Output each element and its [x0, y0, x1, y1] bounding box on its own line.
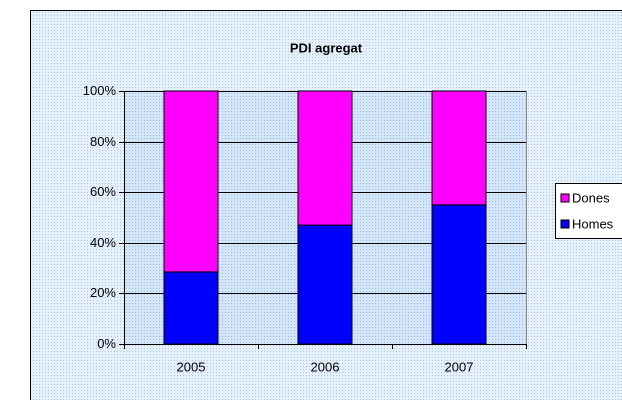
- legend: Dones Homes: [555, 183, 622, 239]
- bar-segment: [297, 90, 353, 226]
- x-tick-label: 2006: [311, 359, 340, 374]
- x-tick-label: 2007: [445, 359, 474, 374]
- y-tick-label: 100%: [83, 83, 117, 98]
- chart-title: PDI agregat: [290, 40, 363, 55]
- x-tick-label: 2005: [177, 359, 206, 374]
- y-tick-label: 40%: [90, 235, 116, 250]
- bar-segment: [431, 90, 487, 206]
- legend-label: Homes: [572, 216, 614, 231]
- y-tick-label: 80%: [90, 134, 116, 149]
- bar-segment: [163, 271, 219, 345]
- legend-swatch: [560, 193, 570, 203]
- legend-box: [555, 183, 622, 239]
- y-tick-label: 0%: [97, 336, 116, 351]
- bar-segment: [163, 90, 219, 273]
- legend-swatch: [560, 219, 570, 229]
- legend-label: Dones: [572, 190, 610, 205]
- bar-segment: [297, 224, 353, 345]
- bar-segment: [431, 204, 487, 345]
- y-tick-label: 60%: [90, 184, 116, 199]
- y-tick-label: 20%: [90, 285, 116, 300]
